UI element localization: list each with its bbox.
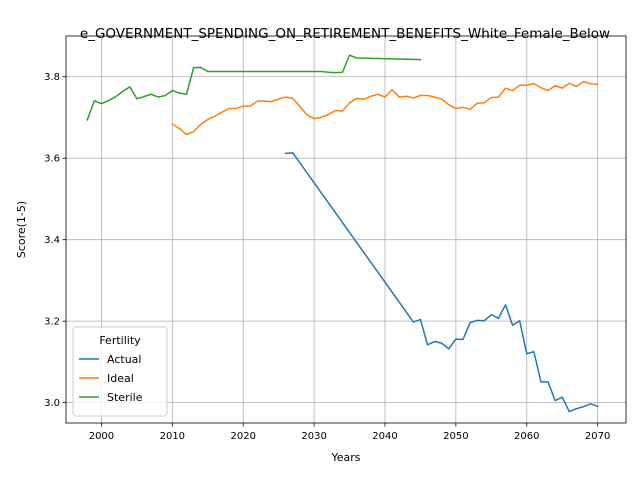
x-tick-label: 2000 <box>89 431 114 442</box>
plot-frame <box>65 35 627 424</box>
legend-label-actual: Actual <box>107 353 141 366</box>
x-tick-label: 2050 <box>443 431 468 442</box>
legend-title: Fertility <box>99 334 141 347</box>
x-axis-ticks: 2000 2010 2020 2030 2040 2050 2060 2070 <box>89 423 610 442</box>
x-tick-label: 2010 <box>160 431 185 442</box>
legend-label-ideal: Ideal <box>107 372 134 385</box>
series-line-actual <box>284 152 599 413</box>
x-tick-label: 2070 <box>585 431 610 442</box>
y-tick-label: 3.8 <box>44 72 60 83</box>
x-tick-label: 2060 <box>514 431 539 442</box>
y-axis-label: Score(1-5) <box>15 201 28 258</box>
y-axis-ticks: 3.0 3.2 3.4 3.6 3.8 <box>44 72 66 409</box>
x-tick-label: 2020 <box>230 431 255 442</box>
x-tick-label: 2030 <box>301 431 326 442</box>
y-tick-label: 3.0 <box>44 398 60 409</box>
y-tick-label: 3.6 <box>44 154 60 165</box>
legend-frame <box>72 326 168 417</box>
legend-label-sterile: Sterile <box>107 391 143 404</box>
legend: Fertility Actual Ideal Sterile <box>72 326 168 417</box>
x-tick-label: 2040 <box>372 431 397 442</box>
y-tick-label: 3.4 <box>44 235 60 246</box>
legend-entries: Actual Ideal Sterile <box>79 353 143 404</box>
x-axis-label: Years <box>330 451 360 464</box>
series-line-sterile <box>86 54 422 121</box>
series-lines <box>86 54 599 413</box>
y-tick-label: 3.2 <box>44 317 60 328</box>
series-line-ideal <box>171 80 599 136</box>
grid-lines <box>66 36 626 423</box>
chart-title: e_GOVERNMENT_SPENDING_ON_RETIREMENT_BENE… <box>80 26 610 42</box>
